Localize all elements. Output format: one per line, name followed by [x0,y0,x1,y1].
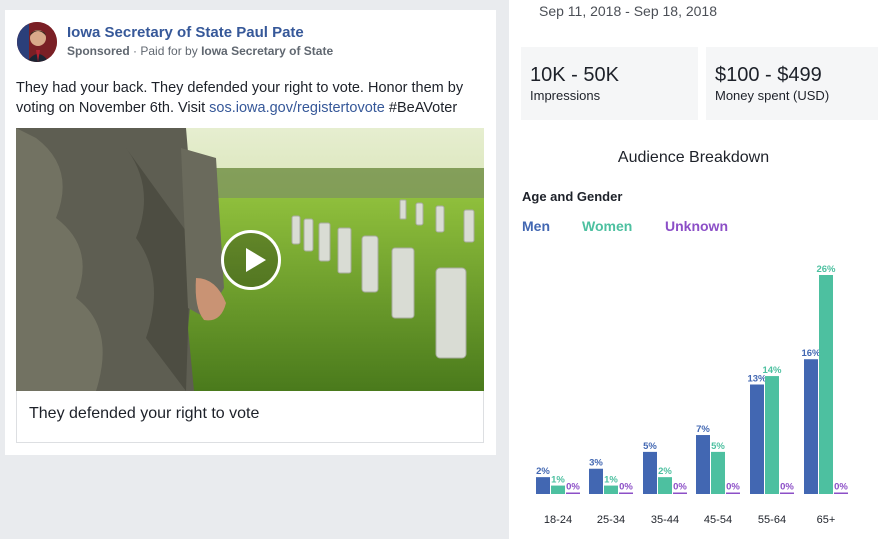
data-label-unknown-65+: 0% [834,482,848,493]
bar-men-35-44 [643,451,657,494]
legend-men: Men [522,218,550,234]
bar-women-55-64 [765,376,779,494]
video-caption-box[interactable]: They defended your right to vote [16,391,484,443]
data-label-men-45-54: 7% [696,424,710,435]
data-label-unknown-55-64: 0% [780,482,794,493]
spend-box: $100 - $499 Money spent (USD) [706,47,878,120]
bar-men-65+ [804,359,818,494]
x-tick-25-34: 25-34 [597,514,625,526]
data-label-women-35-44: 2% [658,466,672,477]
data-label-unknown-45-54: 0% [726,482,740,493]
hashtag[interactable]: #BeAVoter [384,100,458,116]
impressions-value: 10K - 50K [530,64,619,86]
bar-unknown-55-64 [780,492,794,494]
data-label-men-65+: 16% [801,348,821,359]
data-label-unknown-18-24: 0% [566,482,580,493]
ad-stats-panel: Sep 11, 2018 - Sep 18, 2018 10K - 50K Im… [509,0,878,539]
x-tick-45-54: 45-54 [704,514,732,526]
paid-for-by-name: Iowa Secretary of State [201,44,334,58]
bar-women-45-54 [711,451,725,494]
impressions-label: Impressions [530,88,601,103]
bar-women-65+ [819,275,833,494]
data-label-women-55-64: 14% [762,365,782,376]
legend-unknown: Unknown [665,218,728,234]
x-tick-65+: 65+ [817,514,836,526]
ad-video[interactable] [16,128,484,391]
bar-men-18-24 [536,477,550,494]
bar-unknown-65+ [834,492,848,494]
data-label-women-45-54: 5% [711,441,725,452]
bar-men-25-34 [589,468,603,494]
data-label-women-65+: 26% [816,264,836,275]
age-gender-chart: 2%1%0%18-243%1%0%25-345%2%0%35-447%5%0%4… [536,264,848,526]
ad-body-text: They had your back. They defended your r… [16,78,486,118]
bar-women-18-24 [551,485,565,494]
data-label-men-35-44: 5% [643,441,657,452]
ad-preview-panel: Iowa Secretary of State Paul Pate Sponso… [5,10,496,455]
bar-women-35-44 [658,477,672,494]
spend-label: Money spent (USD) [715,88,830,103]
x-tick-35-44: 35-44 [651,514,679,526]
page-avatar[interactable] [17,22,57,62]
impressions-box: 10K - 50K Impressions [521,47,698,120]
page-name-link[interactable]: Iowa Secretary of State Paul Pate [67,24,304,41]
bar-unknown-35-44 [673,492,687,494]
video-caption: They defended your right to vote [29,405,260,422]
bar-unknown-45-54 [726,492,740,494]
data-label-men-18-24: 2% [536,466,550,477]
date-range: Sep 11, 2018 - Sep 18, 2018 [539,3,717,19]
bar-men-55-64 [750,384,764,494]
spend-value: $100 - $499 [715,64,822,86]
ad-header: Iowa Secretary of State Paul Pate Sponso… [17,22,487,64]
x-tick-18-24: 18-24 [544,514,572,526]
data-label-unknown-25-34: 0% [619,482,633,493]
register-link[interactable]: sos.iowa.gov/registertovote [209,100,385,116]
bar-unknown-25-34 [619,492,633,494]
sponsored-label: Sponsored [67,44,130,58]
bar-men-45-54 [696,435,710,494]
x-tick-55-64: 55-64 [758,514,786,526]
legend-women: Women [582,218,633,234]
data-label-women-25-34: 1% [604,475,618,486]
audience-breakdown-title: Audience Breakdown [617,149,770,166]
play-button[interactable] [221,230,281,290]
ad-card: Iowa Secretary of State Paul Pate Sponso… [5,10,496,455]
paid-for-prefix: · Paid for by [133,44,198,58]
data-label-unknown-35-44: 0% [673,482,687,493]
bar-unknown-18-24 [566,492,580,494]
data-label-men-25-34: 3% [589,458,603,469]
ad-body-copy: They had your back. They defended your r… [16,80,464,116]
age-gender-subtitle: Age and Gender [522,189,623,204]
data-label-men-55-64: 13% [747,374,767,385]
bar-women-25-34 [604,485,618,494]
data-label-women-18-24: 1% [551,475,565,486]
sponsor-line: Sponsored · Paid for by Iowa Secretary o… [67,44,333,58]
